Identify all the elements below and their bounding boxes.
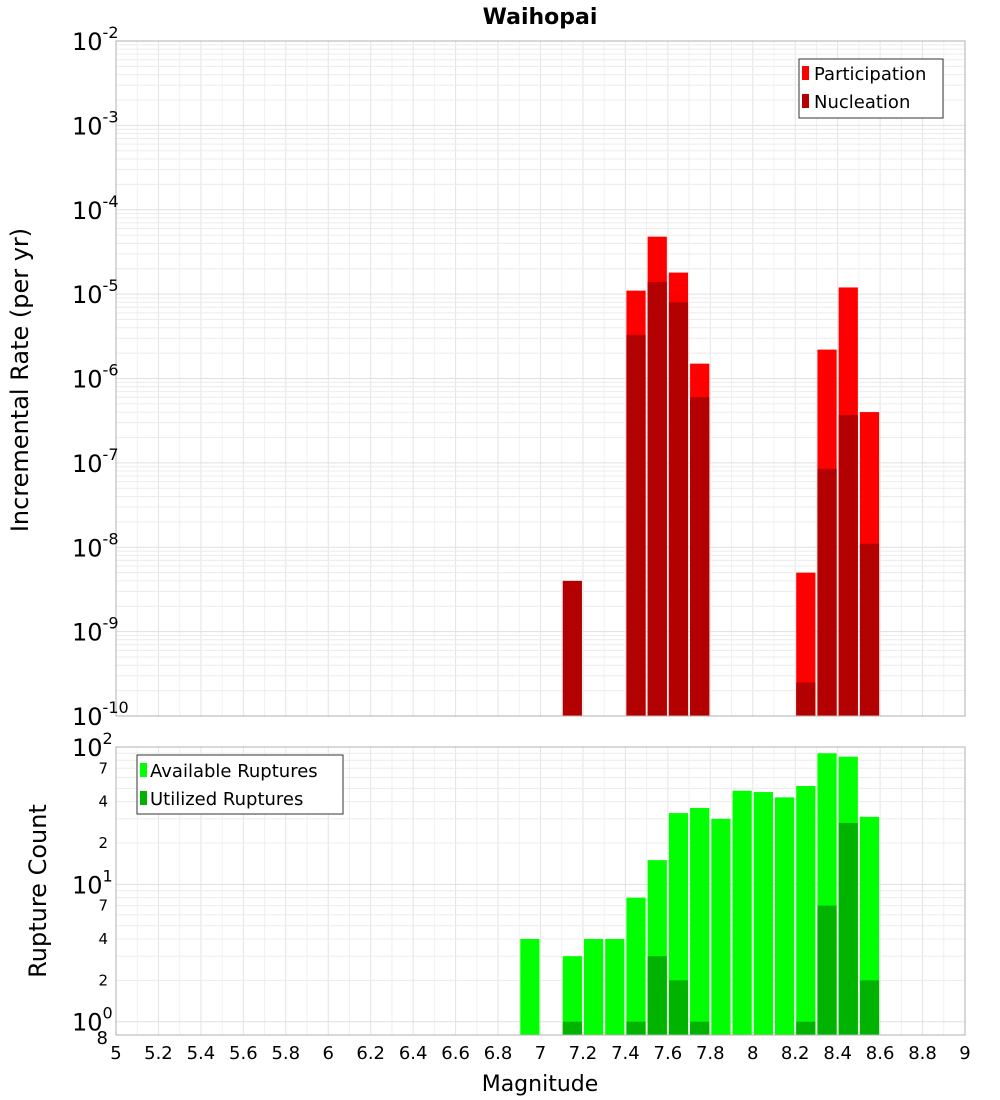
legend-label-utilized-ruptures: Utilized Ruptures [150, 789, 303, 810]
top-plot-frame [115, 40, 966, 717]
x-tick-label: 7.2 [569, 1043, 598, 1064]
top-legend-box [798, 58, 944, 119]
bottom-y-tick-label-extra: 8 [97, 1028, 108, 1049]
bottom-y-minor-tick-label: 4 [98, 930, 108, 948]
utilized-ruptures-bar [562, 1021, 582, 1035]
utilized-ruptures-bar [838, 822, 858, 1035]
nucleation-bar [626, 334, 646, 716]
bottom-y-axis-label: Rupture Count [24, 804, 52, 978]
x-tick-label: 5.4 [187, 1043, 216, 1064]
utilized-ruptures-bar [796, 1021, 816, 1035]
available-ruptures-bar [668, 813, 689, 1035]
utilized-ruptures-bar [647, 956, 667, 1035]
legend-label-available-ruptures: Available Ruptures [150, 761, 318, 782]
x-tick-label: 7 [535, 1043, 546, 1064]
nucleation-bar [690, 397, 710, 716]
x-tick-label: 6.6 [441, 1043, 470, 1064]
nucleation-bar [796, 682, 816, 716]
available-ruptures-bars [520, 753, 880, 1035]
utilized-ruptures-bar [668, 980, 689, 1035]
available-ruptures-bar [520, 939, 540, 1035]
chart-title: Waihopai [483, 5, 598, 30]
utilized-ruptures-bar [690, 1021, 710, 1035]
nucleation-bar [647, 281, 667, 716]
bottom-legend-box [136, 754, 344, 815]
x-tick-label: 7.8 [696, 1043, 725, 1064]
bottom-y-tick-label: 102 [72, 729, 113, 762]
legend-label-participation: Participation [814, 64, 926, 85]
x-tick-label: 7.6 [654, 1043, 683, 1064]
available-ruptures-bar [626, 897, 646, 1035]
x-tick-label: 6.8 [484, 1043, 513, 1064]
x-tick-labels: 5 5.2 5.4 5.6 5.8 6 6.2 6.4 6.6 6.8 7 7.2 7.4 7.6 7.8 8… [110, 1043, 970, 1064]
nucleation-bar [859, 543, 880, 716]
legend-swatch-available-ruptures [140, 763, 147, 777]
available-ruptures-bar [732, 790, 752, 1035]
bottom-y-tick-label: 101 [72, 866, 113, 899]
top-y-tick-label: 10-3 [72, 107, 119, 140]
x-tick-label: 6 [323, 1043, 334, 1064]
bottom-plot-frame [115, 746, 966, 1036]
nucleation-bar [817, 468, 837, 716]
utilized-ruptures-bar [626, 1021, 646, 1035]
top-y-tick-label: 10-9 [72, 614, 119, 647]
available-ruptures-bar [711, 818, 731, 1035]
top-y-tick-label: 10-8 [72, 529, 119, 562]
x-tick-label: 8 [747, 1043, 758, 1064]
top-gridlines [115, 41, 966, 717]
x-tick-label: 8.4 [823, 1043, 852, 1064]
x-tick-label: 5.2 [144, 1043, 173, 1064]
x-tick-label: 5.8 [271, 1043, 300, 1064]
bottom-y-minor-tick-label: 7 [98, 759, 108, 777]
available-ruptures-bar [583, 939, 604, 1035]
nucleation-bar [838, 414, 858, 716]
x-tick-label: 8.8 [908, 1043, 937, 1064]
legend-swatch-participation [802, 66, 809, 80]
bottom-y-minor-tick-label: 7 [98, 897, 108, 915]
utilized-ruptures-bars [562, 822, 880, 1035]
x-tick-label: 8.2 [781, 1043, 810, 1064]
bottom-legend: Available Ruptures Utilized Ruptures [136, 754, 344, 815]
legend-swatch-utilized-ruptures [140, 791, 147, 805]
legend-label-nucleation: Nucleation [814, 92, 910, 113]
top-y-tick-labels: 10-10 10-9 10-8 10-7 10-6 10-5 10-4 10-3 10-2 [72, 23, 129, 731]
bottom-y-tick-label: 100 [72, 1004, 113, 1037]
x-tick-label: 9 [959, 1043, 970, 1064]
x-axis-label: Magnitude [482, 1072, 599, 1097]
participation-bar [796, 572, 816, 716]
top-y-tick-label: 10-7 [72, 445, 119, 478]
top-y-tick-label: 10-4 [72, 192, 119, 225]
utilized-ruptures-bar [859, 980, 880, 1035]
available-ruptures-bar [753, 792, 773, 1035]
x-tick-label: 8.6 [866, 1043, 895, 1064]
top-y-axis-label: Incremental Rate (per yr) [6, 228, 34, 532]
top-y-tick-label: 10-10 [72, 698, 129, 731]
x-tick-label: 6.4 [399, 1043, 428, 1064]
utilized-ruptures-bar [817, 905, 837, 1035]
legend-swatch-nucleation [802, 94, 809, 108]
top-legend: Participation Nucleation [798, 58, 944, 119]
top-y-tick-label: 10-5 [72, 276, 119, 309]
x-tick-label: 7.4 [611, 1043, 640, 1064]
x-tick-label: 5.6 [229, 1043, 258, 1064]
nucleation-bar [562, 580, 582, 716]
nucleation-bars [562, 281, 880, 716]
available-ruptures-bar [562, 956, 582, 1035]
available-ruptures-bar [605, 939, 625, 1035]
available-ruptures-bar [690, 807, 710, 1035]
x-tick-label: 5 [110, 1043, 121, 1064]
bottom-y-minor-tick-label: 2 [98, 834, 108, 852]
bottom-y-minor-tick-label: 4 [98, 793, 108, 811]
available-ruptures-bar [796, 786, 816, 1035]
x-tick-label: 6.2 [356, 1043, 385, 1064]
available-ruptures-bar [774, 797, 795, 1035]
bottom-y-minor-tick-label: 2 [98, 971, 108, 989]
top-y-tick-label: 10-6 [72, 361, 119, 394]
top-y-tick-label: 10-2 [72, 23, 119, 56]
nucleation-bar [668, 302, 689, 716]
